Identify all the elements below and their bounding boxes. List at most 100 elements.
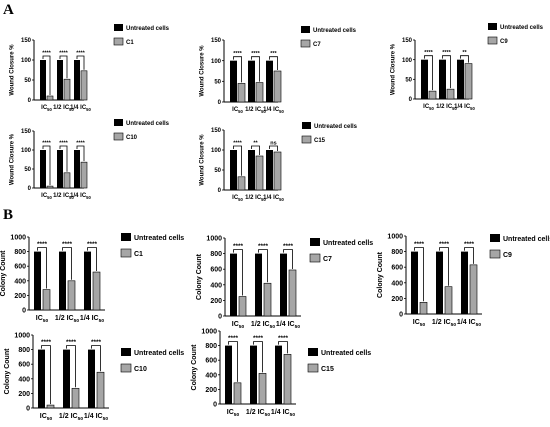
legend-label-treated: C15 xyxy=(314,138,326,144)
x-tick-label: 1/4 IC50 xyxy=(271,409,295,418)
y-tick-label: 50 xyxy=(24,167,31,173)
legend-swatch-untreated xyxy=(121,233,131,241)
y-tick-label: 200 xyxy=(14,293,26,300)
legend-swatch-untreated xyxy=(490,234,500,242)
significance-label: **** xyxy=(442,50,451,56)
bar-c15 xyxy=(283,354,292,405)
y-tick-label: 800 xyxy=(14,249,26,256)
y-tick-label: 400 xyxy=(210,282,222,289)
y-tick-label: 0 xyxy=(22,307,26,314)
significance-bracket xyxy=(76,55,85,70)
y-axis-title: Wound Closure % xyxy=(200,45,206,97)
significance-label: **** xyxy=(76,141,85,147)
bar-untreated xyxy=(74,150,80,188)
y-tick-label: 50 xyxy=(214,79,221,85)
significance-label: **** xyxy=(233,51,242,57)
bar-untreated xyxy=(230,150,237,190)
chart-b-c1: 0 200 400 600 800 1000 Colony Count **** IC50 ***… xyxy=(0,233,184,324)
y-tick-label: 600 xyxy=(210,267,222,274)
bar-c7 xyxy=(237,83,246,103)
bar-c9 xyxy=(444,286,453,315)
bar-c1 xyxy=(46,95,54,101)
significance-bracket xyxy=(66,345,76,388)
significance-bracket xyxy=(42,145,51,186)
bar-untreated xyxy=(74,60,80,100)
bar-untreated xyxy=(38,349,45,408)
legend-label-untreated: Untreated cells xyxy=(323,240,373,247)
legend-swatch-untreated xyxy=(308,348,318,356)
significance-label: **** xyxy=(59,51,68,57)
legend-swatch-untreated xyxy=(114,24,123,31)
bar-untreated xyxy=(57,60,63,100)
bar-c15 xyxy=(233,382,242,405)
significance-bracket xyxy=(269,145,278,151)
x-tick-label: 1/2 IC50 xyxy=(53,193,74,200)
y-tick-label: 0 xyxy=(26,405,30,412)
y-tick-label: 0 xyxy=(28,186,32,192)
significance-label: **** xyxy=(233,243,244,250)
legend-swatch-treated xyxy=(307,363,319,373)
bar-untreated xyxy=(266,60,273,102)
y-tick-label: 800 xyxy=(210,251,222,258)
y-axis-title: Colony Count xyxy=(377,251,384,298)
y-tick-label: 1000 xyxy=(201,328,217,335)
bar-c1 xyxy=(92,271,101,311)
bar-untreated xyxy=(230,60,237,102)
bar-c7 xyxy=(255,82,264,103)
bar-c1 xyxy=(80,70,88,101)
bar-c15 xyxy=(237,176,246,191)
y-tick-label: 150 xyxy=(21,129,32,135)
x-tick-label: 1/4 IC50 xyxy=(84,413,108,422)
chart-a-c10: 0 50 100 150 Wound Closure % **** IC50 **** 1/2 … xyxy=(10,119,170,200)
legend-label-treated: C1 xyxy=(126,40,134,46)
chart-b-c15: 0 200 400 600 800 1000 Colony Count **** IC50 ***… xyxy=(191,328,371,418)
bar-untreated xyxy=(225,345,232,404)
significance-label: **** xyxy=(91,339,102,346)
significance-label: **** xyxy=(233,141,242,147)
y-axis-title: Colony Count xyxy=(4,348,11,395)
bar-c15 xyxy=(258,373,267,405)
significance-label: **** xyxy=(66,339,77,346)
bar-untreated xyxy=(248,60,255,102)
significance-bracket xyxy=(442,55,451,89)
significance-label: **** xyxy=(278,335,289,342)
significance-bracket xyxy=(228,341,238,382)
y-tick-label: 800 xyxy=(391,249,403,256)
x-tick-label: 1/2 IC50 xyxy=(59,413,83,422)
bar-c10 xyxy=(46,404,55,409)
bar-untreated xyxy=(248,150,255,190)
panel-label-b: B xyxy=(3,207,13,223)
y-axis-title: Colony Count xyxy=(191,344,198,391)
chart-a-c9: 0 50 100 150 Wound Closure % **** IC50 **** 1/2 … xyxy=(391,23,544,111)
x-tick-label: IC50 xyxy=(232,107,243,114)
significance-label: **** xyxy=(228,335,239,342)
legend-label-treated: C10 xyxy=(126,135,138,141)
significance-bracket xyxy=(283,249,293,269)
y-tick-label: 400 xyxy=(205,372,217,379)
y-tick-label: 0 xyxy=(213,401,217,408)
significance-label: **** xyxy=(76,51,85,57)
x-tick-label: 1/4 IC50 xyxy=(457,319,481,328)
significance-label: **** xyxy=(251,51,260,57)
legend-label-untreated: Untreated cells xyxy=(321,350,371,357)
bar-untreated xyxy=(250,345,257,404)
significance-label: ** xyxy=(253,141,258,147)
y-axis-title: Wound Closure % xyxy=(391,43,397,95)
bar-untreated xyxy=(439,59,446,99)
bar-c10 xyxy=(96,371,105,409)
legend-label-treated: C10 xyxy=(134,366,147,373)
significance-label: **** xyxy=(258,243,269,250)
significance-label: **** xyxy=(424,50,433,56)
y-tick-label: 50 xyxy=(24,78,31,84)
bar-untreated xyxy=(457,59,464,99)
significance-bracket xyxy=(37,247,47,289)
chart-b-c7: 0 200 400 600 800 1000 Colony Count **** IC50 ***… xyxy=(196,235,373,330)
y-axis-title: Colony Count xyxy=(0,250,7,297)
x-tick-label: 1/2 IC50 xyxy=(432,319,456,328)
y-tick-label: 100 xyxy=(21,148,32,154)
bar-c9 xyxy=(419,301,428,315)
significance-bracket xyxy=(251,145,260,155)
bar-c9 xyxy=(464,63,473,100)
y-tick-label: 800 xyxy=(18,347,30,354)
legend-swatch-untreated xyxy=(302,122,311,129)
